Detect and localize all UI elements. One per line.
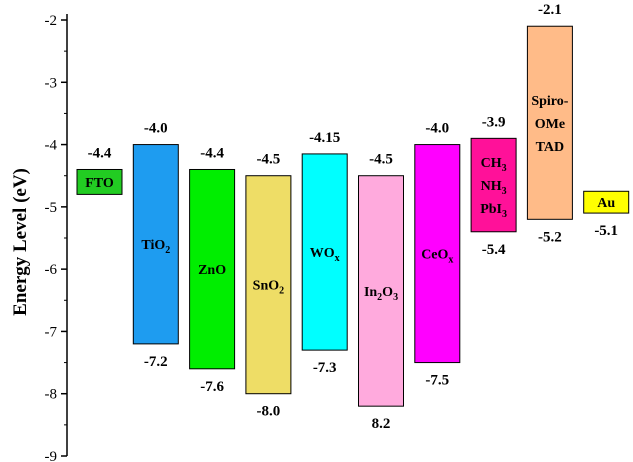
y-tick-label: -9 (45, 449, 58, 462)
bar-rect (76, 168, 123, 195)
top-value-label: -4.15 (309, 130, 340, 146)
bar-rect (526, 25, 573, 220)
bar-rect (414, 144, 461, 364)
y-tick-label: -5 (45, 200, 58, 216)
top-value-label: -3.9 (482, 114, 506, 130)
top-value-label: -4.0 (144, 121, 168, 137)
bar-rect (132, 144, 179, 345)
top-value-label: -4.4 (88, 145, 112, 161)
bar-name-label: TiO2​ (141, 238, 170, 256)
y-tick-label: -7 (45, 324, 58, 340)
bar-name-label: ZnO (198, 263, 226, 278)
bar-name-label: NH3​ (481, 179, 507, 197)
bar-fto: FTO -4.4 (76, 145, 123, 195)
bottom-value-label: -5.2 (538, 229, 562, 245)
bar-name-label: CH3​ (481, 156, 507, 174)
bar-name-label: TAD (536, 140, 565, 155)
y-tick-label: -6 (45, 262, 58, 278)
bar-in2o3: In2​O3​ -4.5 8.2 (358, 152, 404, 432)
bar-rect (583, 190, 630, 214)
top-value-label: -4.5 (369, 152, 393, 168)
bottom-value-label: -7.6 (200, 379, 224, 395)
bottom-value-label: 8.2 (372, 416, 391, 432)
bar-rect (358, 175, 404, 407)
bar-wox: WOx​ -4.15 -7.3 (301, 130, 348, 376)
bar-ch3nh3pbi3: CH3​ NH3​ PbI3​ -3.9 -5.4 (470, 114, 517, 258)
top-value-label: -4.0 (425, 121, 449, 137)
bar-rect (245, 175, 292, 395)
y-tick-label: -3 (45, 75, 58, 91)
bar-name-label: In2​O3​ (364, 285, 398, 303)
bar-rect (189, 168, 236, 370)
y-axis-label: Energy Level (eV) (10, 168, 31, 316)
bottom-value-label: -7.2 (144, 354, 168, 370)
bar-sno2: SnO2​ -4.5 -8.0 (245, 152, 292, 420)
bar-name-label: Spiro- (531, 94, 568, 109)
bar-rect (470, 137, 517, 233)
bar-name-label: SnO2​ (253, 279, 284, 297)
y-tick-label: -8 (45, 387, 58, 403)
bar-zno: ZnO -4.4 -7.6 (189, 145, 236, 395)
y-axis-ticks: -2 -3 -4 -5 -6 -7 -8 -9 (45, 13, 67, 462)
bar-au: Au -5.1 (583, 190, 630, 239)
bottom-value-label: -5.4 (482, 242, 506, 258)
top-value-label: -2.1 (538, 2, 562, 18)
bar-rect (301, 153, 348, 351)
y-tick-label: -4 (45, 138, 58, 154)
bottom-value-label: -7.5 (425, 373, 449, 389)
bar-spiro-ometad: Spiro- OMe TAD -2.1 -5.2 (526, 2, 573, 245)
bar-name-label: PbI3​ (480, 202, 507, 220)
bar-name-label: Au (597, 196, 615, 211)
bar-name-label: OMe (535, 117, 565, 132)
bottom-value-label: -5.1 (594, 223, 618, 239)
bar-name-label: WOx​ (310, 246, 340, 264)
bottom-value-label: -8.0 (257, 404, 281, 420)
bar-group: FTO -4.4 TiO2​ -4.0 -7.2 ZnO -4.4 -7.6 SnO2​ -4.5… (76, 2, 630, 432)
top-value-label: -4.5 (257, 152, 281, 168)
bar-name-label: CeOx​ (421, 248, 453, 266)
bar-name-label: FTO (85, 176, 114, 191)
bar-tio2: TiO2​ -4.0 -7.2 (132, 121, 179, 370)
y-tick-label: -2 (45, 13, 58, 29)
bottom-value-label: -7.3 (313, 360, 337, 376)
bar-ceox: CeOx​ -4.0 -7.5 (414, 121, 461, 389)
top-value-label: -4.4 (200, 145, 224, 161)
